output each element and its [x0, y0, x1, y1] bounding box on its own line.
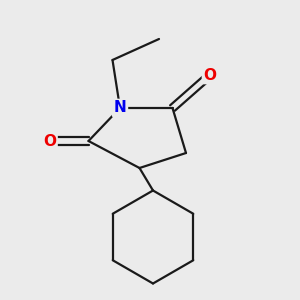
- Text: O: O: [203, 68, 217, 82]
- Text: N: N: [114, 100, 126, 116]
- Text: O: O: [43, 134, 56, 148]
